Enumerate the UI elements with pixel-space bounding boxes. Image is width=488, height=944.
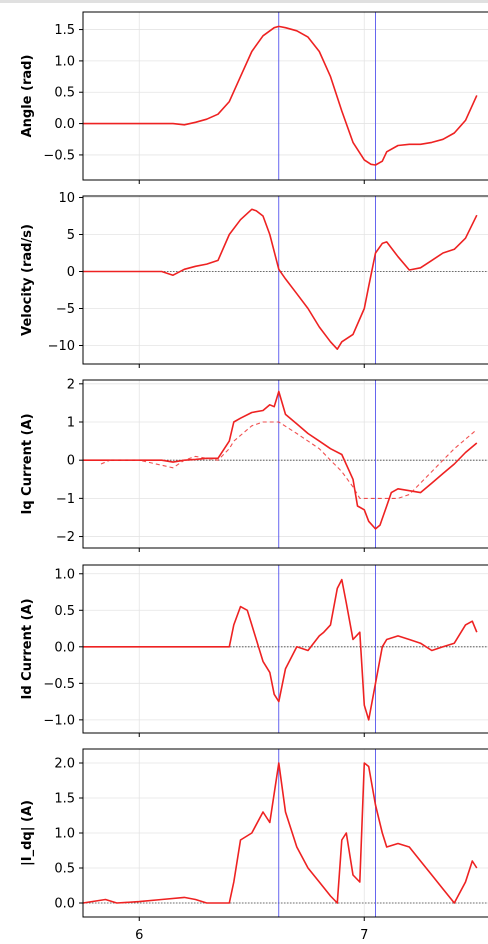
y-tick-label: 0.5 — [54, 862, 75, 877]
y-tick-label: 0.0 — [54, 117, 75, 132]
y-tick-label: 1.0 — [54, 567, 75, 582]
axes-frame — [82, 195, 488, 365]
axes-frame — [82, 564, 488, 734]
subplot-4: −1.0 −0.5 0.0 0.5 1.0 Id Current (A) — [20, 564, 488, 737]
x-tick-label: 6 — [135, 928, 143, 943]
y-tick-label: 0 — [67, 265, 75, 280]
y-tick-label: 2.0 — [54, 757, 75, 772]
x-tick-label: 7 — [360, 928, 368, 943]
y-tick-label: 2 — [67, 377, 75, 392]
measured-series-line — [83, 208, 478, 351]
y-tick-label: −1 — [56, 492, 75, 507]
y-tick-label: 0 — [67, 454, 75, 469]
subplot-5: 0.0 0.5 1.0 1.5 2.0 6 7 |I_dq| (A) — [20, 748, 488, 943]
y-tick-label: −2 — [56, 530, 75, 545]
y-tick-label: −5 — [56, 302, 75, 317]
y-tick-label: 1.5 — [54, 23, 75, 38]
y-tick-label: 0.0 — [54, 897, 75, 912]
y-tick-label: −0.5 — [43, 677, 75, 692]
measured-series-line — [82, 762, 478, 904]
y-tick-label: 0.0 — [54, 640, 75, 655]
axes-frame — [82, 11, 488, 181]
measured-series-line — [83, 578, 478, 721]
subplot-3: −2 −1 0 1 2 Iq Current (A) — [20, 377, 488, 552]
subplot-2: −10 −5 0 5 10 Velocity (rad/s) — [20, 191, 488, 368]
axes-frame — [82, 379, 488, 549]
y-tick-label: −0.5 — [43, 148, 75, 163]
y-axis-label: |I_dq| (A) — [20, 800, 35, 866]
y-axis-label: Iq Current (A) — [20, 413, 35, 514]
y-tick-label: 10 — [58, 191, 75, 206]
measured-series-line — [83, 25, 478, 166]
subplot-1: −0.5 0.0 0.5 1.0 1.5 Angle (rad) — [20, 11, 488, 184]
y-tick-label: −10 — [48, 339, 75, 354]
y-tick-label: 1.5 — [54, 792, 75, 807]
y-tick-label: −1.0 — [43, 713, 75, 728]
y-tick-label: 5 — [67, 228, 75, 243]
top-divider — [0, 0, 488, 3]
y-axis-label: Angle (rad) — [20, 55, 35, 138]
y-tick-label: 1.0 — [54, 54, 75, 69]
reference-series-line — [100, 421, 478, 499]
y-tick-label: 1 — [67, 416, 75, 431]
y-axis-label: Id Current (A) — [20, 598, 35, 699]
y-tick-label: 0.5 — [54, 604, 75, 619]
y-tick-label: 0.5 — [54, 86, 75, 101]
y-axis-label: Velocity (rad/s) — [20, 224, 35, 336]
y-tick-label: 1.0 — [54, 827, 75, 842]
